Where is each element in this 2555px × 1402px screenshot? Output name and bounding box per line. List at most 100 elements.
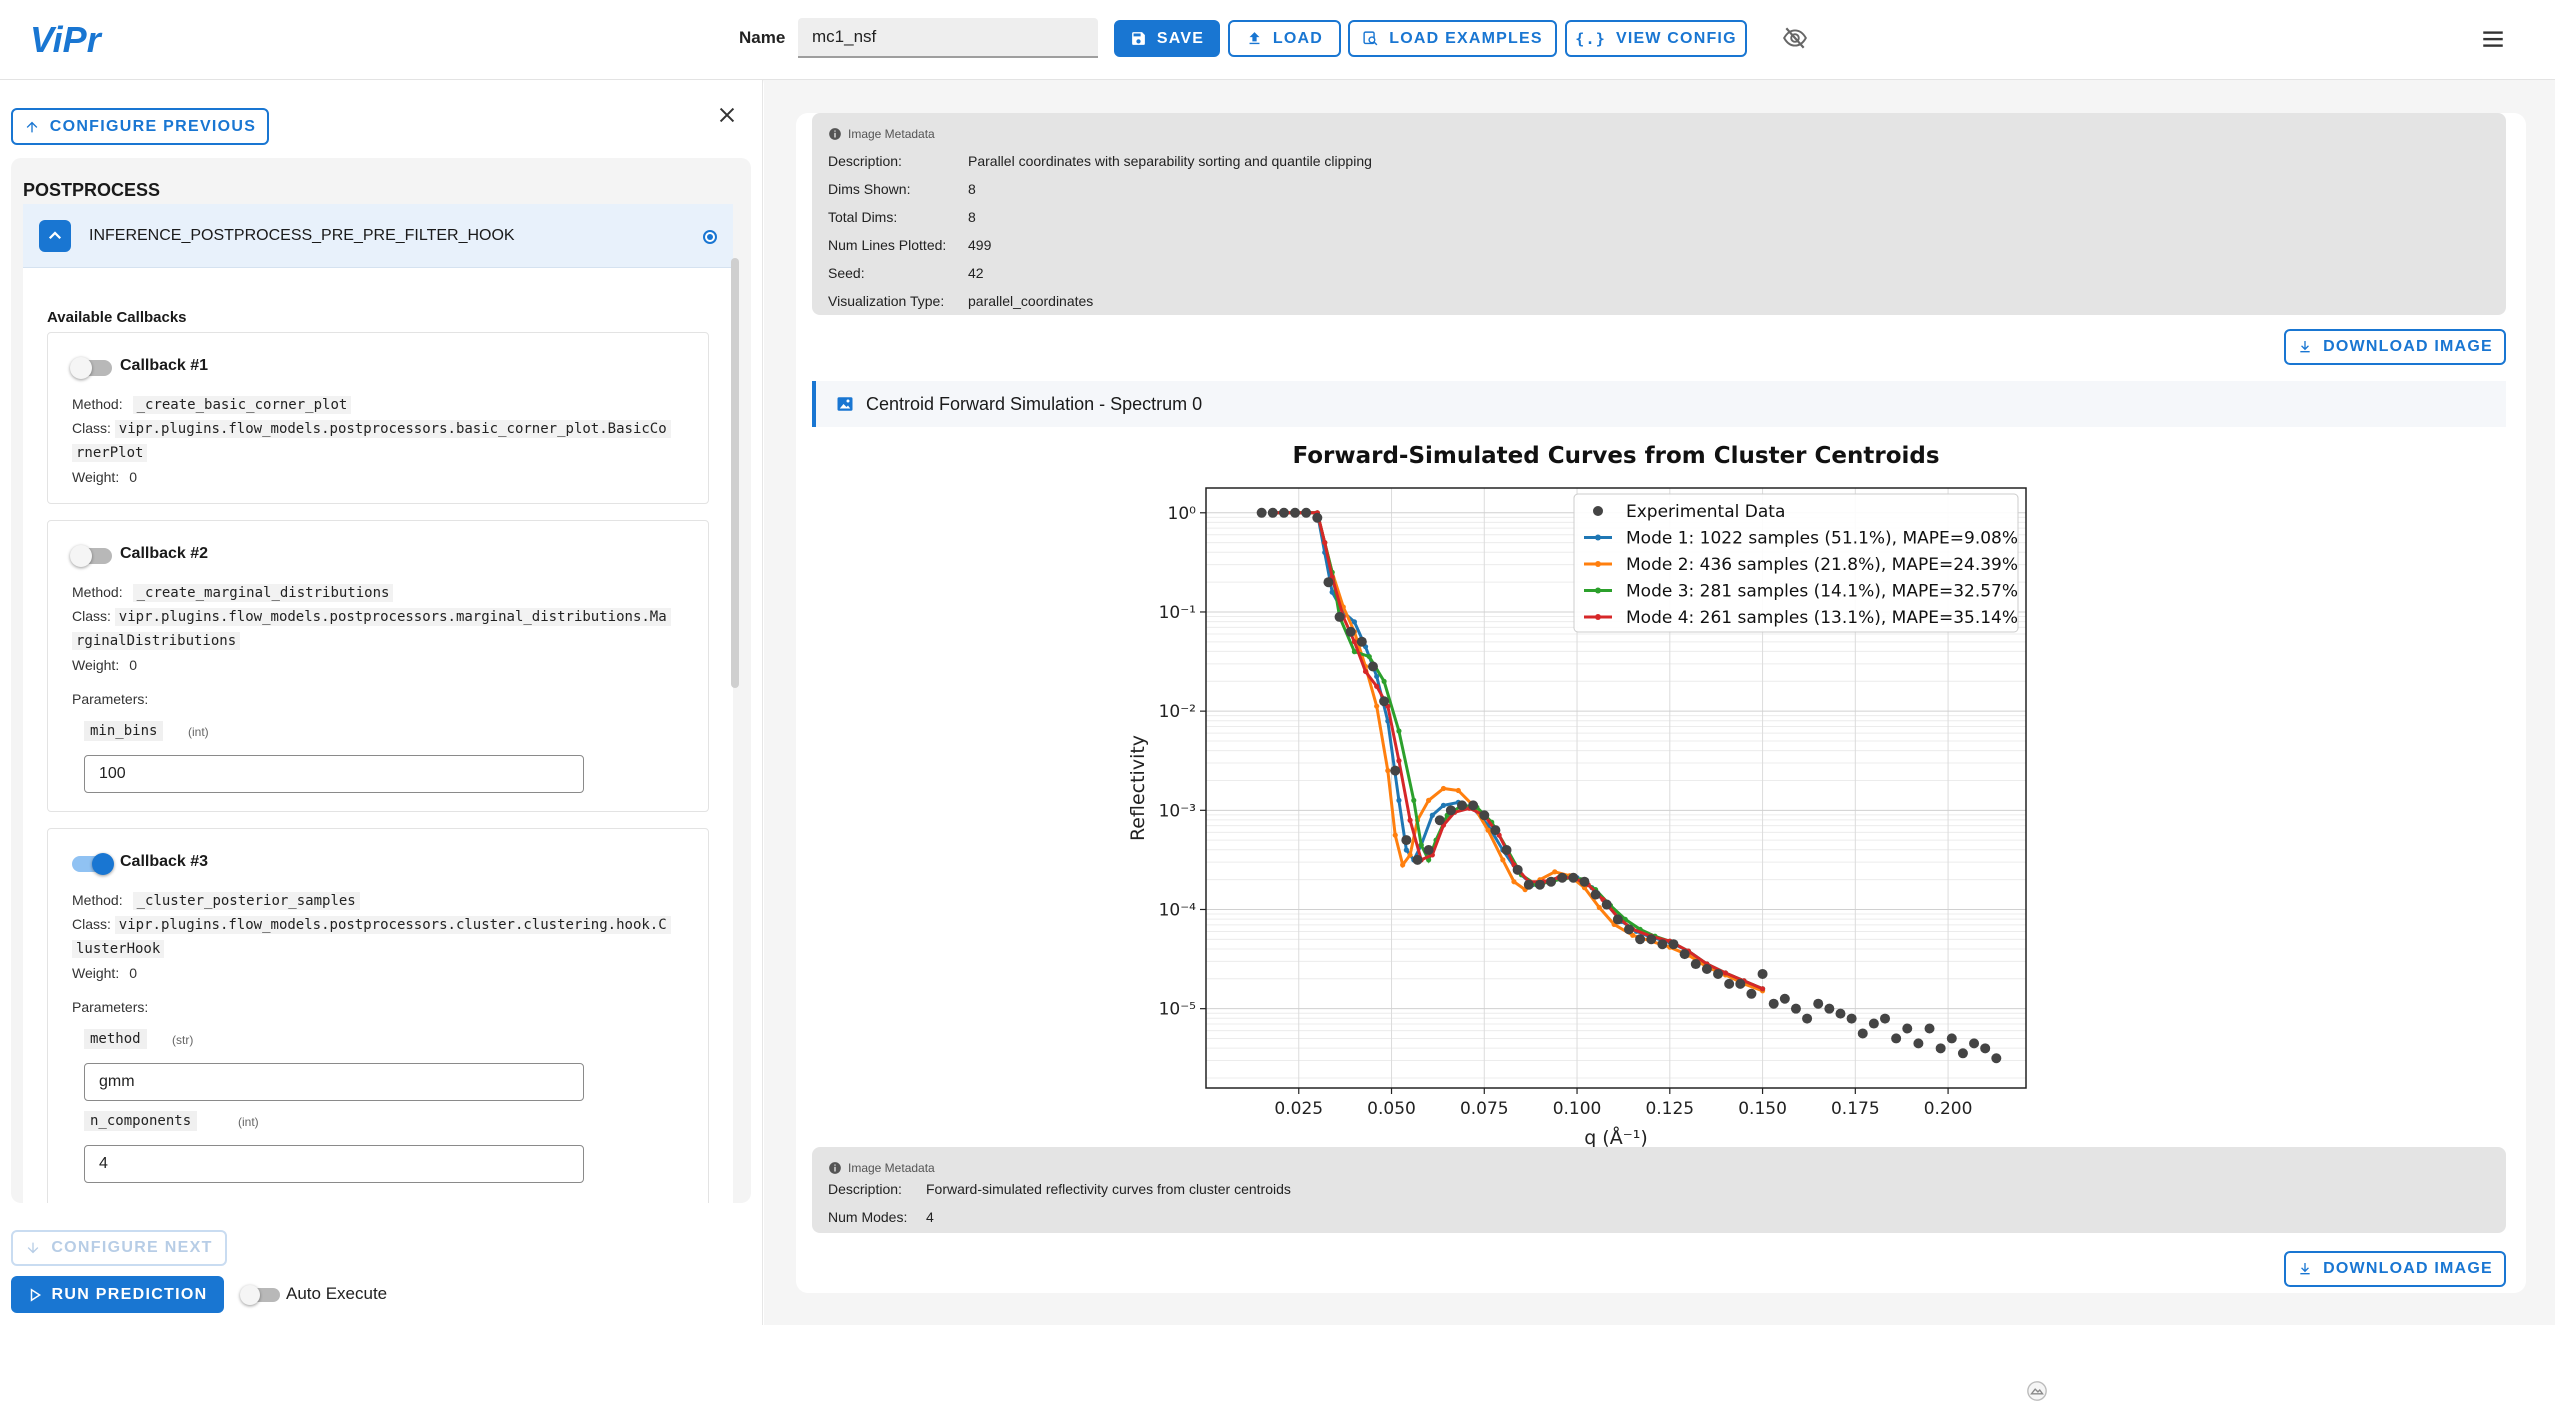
- series-point: [1596, 904, 1602, 911]
- callback-toggle[interactable]: [70, 545, 112, 567]
- download-image-button[interactable]: DOWNLOAD IMAGE: [2284, 1251, 2506, 1287]
- auto-execute-label: Auto Execute: [286, 1284, 388, 1303]
- series-point: [1630, 932, 1636, 938]
- metadata-key: Description:: [828, 153, 902, 169]
- y-tick-label: 10⁻²: [1159, 702, 1196, 722]
- metadata-value: 4: [926, 1209, 934, 1225]
- section-title: Centroid Forward Simulation - Spectrum 0: [866, 394, 1203, 414]
- weight-label: Weight:: [72, 965, 120, 981]
- callback-toggle[interactable]: [70, 357, 112, 379]
- scroll-handle-icon[interactable]: [2026, 1380, 2048, 1402]
- configure-previous-label: CONFIGURE PREVIOUS: [49, 117, 257, 135]
- method-label: Method:: [72, 396, 123, 412]
- series-point: [1759, 986, 1766, 992]
- method-row: Method: _cluster_posterior_samples: [72, 892, 360, 910]
- configure-previous-button[interactable]: CONFIGURE PREVIOUS: [11, 108, 269, 145]
- experimental-point: [1946, 1033, 1957, 1044]
- configure-next-button[interactable]: CONFIGURE NEXT: [11, 1230, 227, 1266]
- experimental-point: [1590, 889, 1601, 900]
- hook-status-indicator: [703, 230, 717, 244]
- save-button[interactable]: SAVE: [1114, 20, 1220, 57]
- metadata-value: 8: [968, 181, 976, 197]
- experimental-point: [1290, 507, 1301, 518]
- play-icon: [30, 1287, 41, 1302]
- legend-marker: [1595, 534, 1601, 541]
- scrollbar[interactable]: [731, 258, 739, 688]
- weight-row: Weight: 0: [72, 657, 137, 673]
- series-point: [1552, 869, 1558, 875]
- legend-marker: [1593, 506, 1603, 516]
- experimental-point: [1779, 993, 1790, 1004]
- run-prediction-button[interactable]: RUN PREDICTION: [11, 1276, 224, 1313]
- collapse-button[interactable]: [39, 220, 71, 252]
- svg-text:ViPr: ViPr: [30, 19, 103, 60]
- load-examples-button[interactable]: LOAD EXAMPLES: [1348, 20, 1557, 57]
- download-icon: [2300, 341, 2310, 353]
- section-header: Centroid Forward Simulation - Spectrum 0: [812, 381, 2506, 427]
- x-tick-label: 0.175: [1831, 1099, 1880, 1119]
- close-icon[interactable]: [716, 104, 738, 126]
- name-input[interactable]: [798, 18, 1098, 58]
- series-point: [1440, 785, 1447, 792]
- experimental-point: [1423, 844, 1434, 855]
- x-tick-label: 0.050: [1367, 1099, 1416, 1119]
- info-icon: [829, 128, 841, 140]
- series-point: [1351, 619, 1358, 625]
- save-label: SAVE: [1156, 29, 1205, 47]
- hook-header[interactable]: INFERENCE_POSTPROCESS_PRE_PRE_FILTER_HOO…: [23, 204, 733, 268]
- n-components-input[interactable]: [84, 1145, 584, 1183]
- series-point: [1396, 797, 1402, 803]
- metadata-value: 8: [968, 209, 976, 225]
- series-point: [1485, 827, 1491, 833]
- vipr-logo[interactable]: ViPr: [30, 18, 110, 60]
- experimental-point: [1713, 968, 1724, 979]
- class-label: Class:: [72, 608, 111, 624]
- experimental-point: [1868, 1018, 1879, 1029]
- callback-title: Callback #3: [120, 853, 209, 870]
- class-value-line-2: rginalDistributions: [72, 632, 241, 650]
- experimental-point: [1501, 844, 1512, 855]
- menu-icon[interactable]: [2480, 26, 2506, 52]
- experimental-point: [1479, 810, 1490, 821]
- experimental-point: [1857, 1028, 1868, 1039]
- experimental-point: [1835, 1008, 1846, 1019]
- chevron-up-icon: [48, 231, 62, 240]
- series-point: [1403, 847, 1409, 853]
- experimental-point: [1434, 815, 1445, 826]
- experimental-point: [1557, 872, 1568, 883]
- experimental-point: [1991, 1053, 2002, 1064]
- auto-execute-toggle[interactable]: [240, 1285, 280, 1305]
- load-button[interactable]: LOAD: [1228, 20, 1341, 57]
- postprocess-card: POSTPROCESS INFERENCE_POSTPROCESS_PRE_PR…: [11, 158, 751, 1203]
- parameters-label: Parameters:: [72, 691, 149, 707]
- method-input[interactable]: [84, 1063, 584, 1101]
- series-point: [1374, 703, 1380, 709]
- callback-toggle[interactable]: [72, 853, 114, 875]
- plot-frame: [1205, 487, 2027, 1089]
- download-icon: [2300, 1263, 2310, 1275]
- method-row: Method: _create_basic_corner_plot: [72, 396, 352, 414]
- experimental-point: [1790, 1003, 1801, 1014]
- image-metadata-panel: Image Metadata Description: Forward-simul…: [812, 1147, 2506, 1233]
- download-image-button[interactable]: DOWNLOAD IMAGE: [2284, 329, 2506, 365]
- legend-label: Mode 1: 1022 samples (51.1%), MAPE=9.08%: [1626, 529, 2018, 549]
- visibility-off-icon[interactable]: [1782, 25, 1808, 51]
- metadata-key: Num Lines Plotted:: [828, 237, 947, 253]
- hook-list[interactable]: INFERENCE_POSTPROCESS_PRE_PRE_FILTER_HOO…: [23, 204, 733, 1203]
- experimental-point: [1546, 876, 1557, 887]
- series-point: [1400, 862, 1406, 868]
- arrow-up-icon: [26, 121, 38, 132]
- legend-label: Mode 4: 261 samples (13.1%), MAPE=35.14%: [1626, 608, 2018, 628]
- param-type: (str): [172, 1033, 194, 1047]
- series-point: [1407, 817, 1413, 823]
- experimental-point: [1623, 924, 1634, 935]
- param-type: (int): [238, 1115, 259, 1129]
- legend-label: Mode 3: 281 samples (14.1%), MAPE=32.57%: [1626, 582, 2018, 602]
- experimental-point: [1668, 939, 1679, 950]
- metadata-heading-text: Image Metadata: [848, 127, 935, 141]
- weight-value: 0: [129, 469, 138, 485]
- view-config-button[interactable]: {.} VIEW CONFIG: [1565, 20, 1747, 57]
- legend-label: Experimental Data: [1626, 502, 1785, 522]
- min-bins-input[interactable]: [84, 755, 584, 793]
- class-value-line-2: lusterHook: [72, 940, 165, 958]
